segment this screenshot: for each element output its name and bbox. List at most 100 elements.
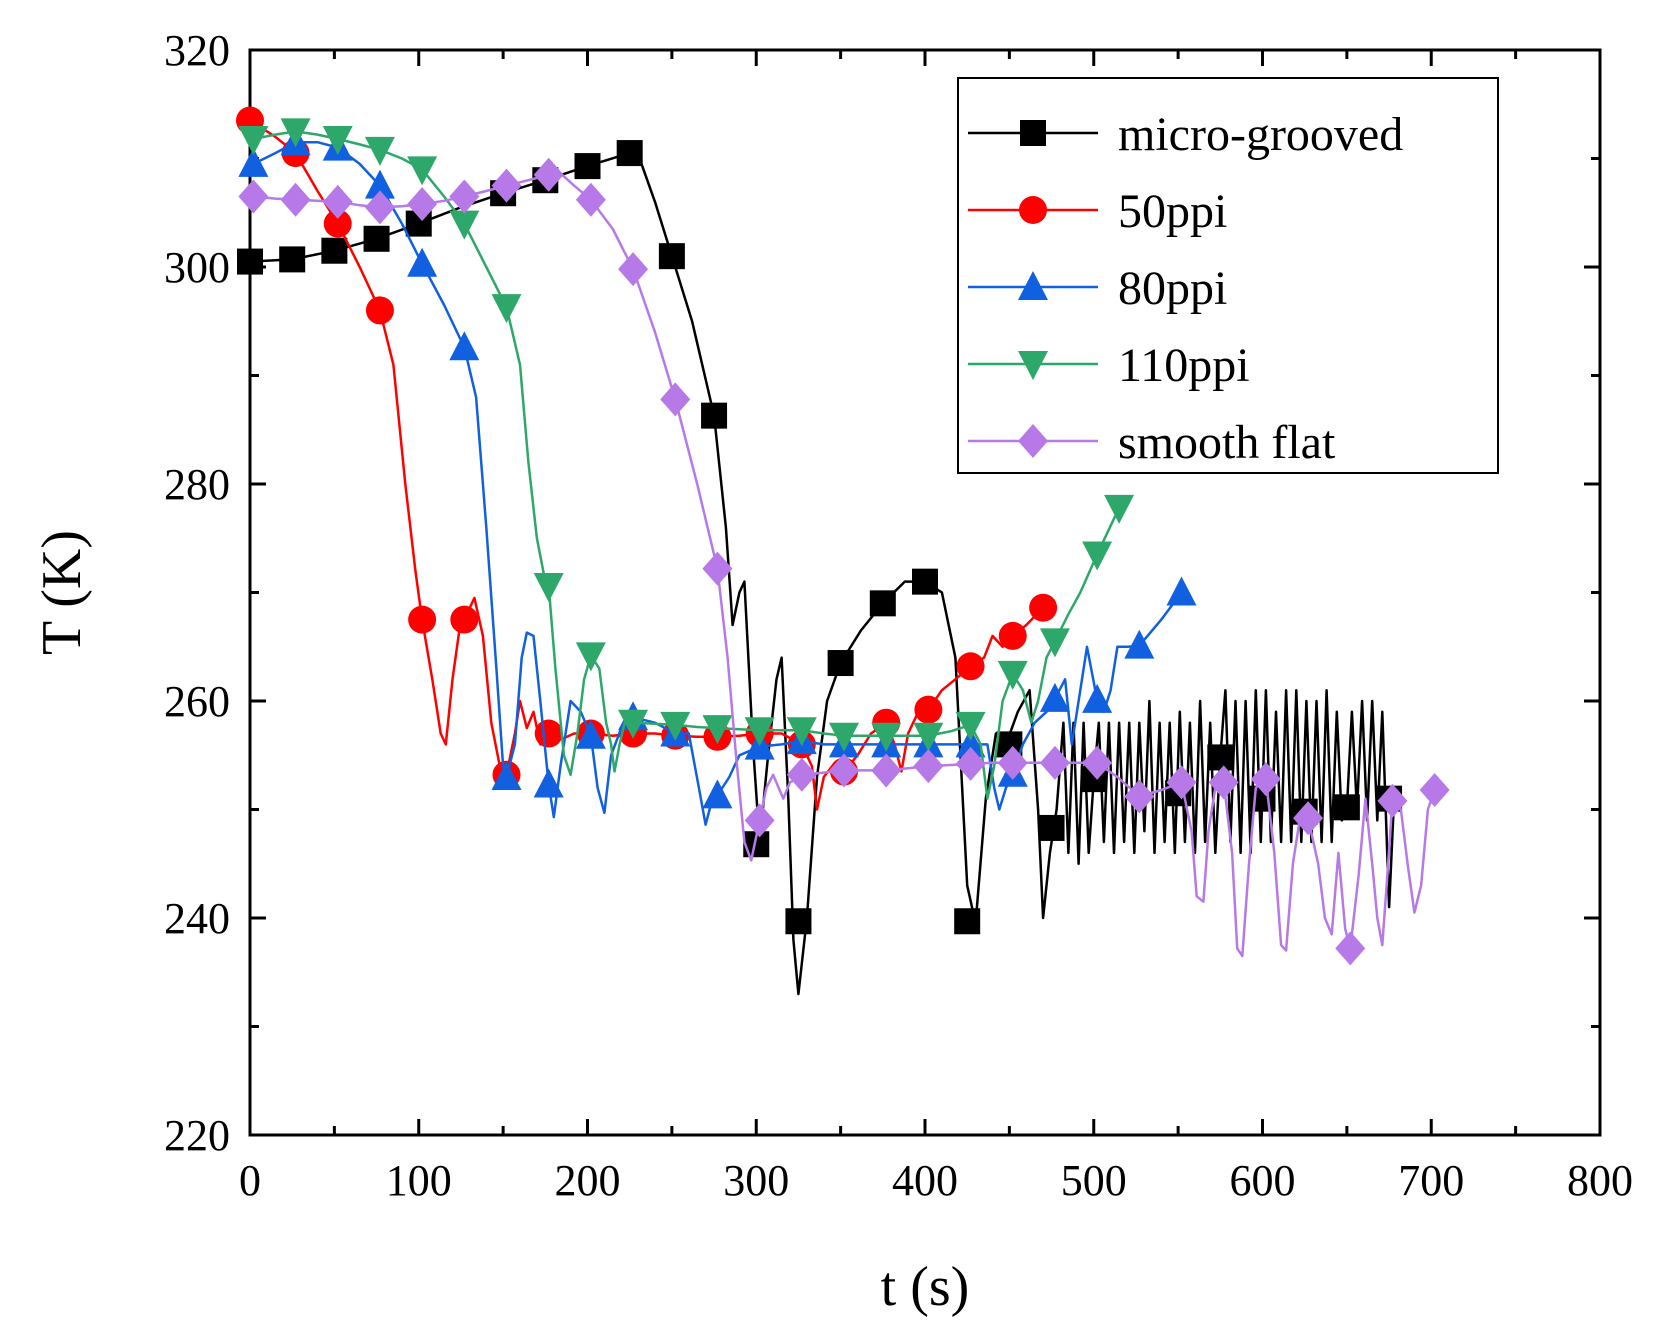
data-point-smooth-flat xyxy=(1335,931,1366,966)
y-tick-label: 260 xyxy=(164,677,230,726)
data-point-smooth-flat xyxy=(322,184,353,219)
data-point-110ppi xyxy=(1082,541,1113,571)
data-point-smooth-flat xyxy=(786,757,817,792)
data-point-80ppi xyxy=(407,247,438,277)
data-point-110ppi xyxy=(1039,628,1070,658)
x-tick-label: 300 xyxy=(723,1156,789,1205)
data-point-micro-grooved xyxy=(701,402,728,429)
x-axis: 0 100 200 300 400 500 600 700 800 xyxy=(239,50,1633,1205)
data-point-smooth-flat xyxy=(997,745,1028,780)
data-point-micro-grooved xyxy=(785,908,812,935)
data-point-110ppi xyxy=(955,711,986,741)
data-point-110ppi xyxy=(702,715,733,745)
data-point-80ppi xyxy=(1082,683,1113,713)
data-point-micro-grooved xyxy=(363,225,390,252)
data-point-110ppi xyxy=(322,125,353,155)
data-point-80ppi xyxy=(364,169,395,199)
data-point-80ppi xyxy=(1039,682,1070,712)
legend-label-micro-grooved: micro-grooved xyxy=(1118,108,1403,161)
legend: micro-grooved 50ppi 80ppi 110ppi smooth flat xyxy=(957,77,1499,474)
x-tick-label: 200 xyxy=(555,1156,621,1205)
data-point-smooth-flat xyxy=(575,182,606,217)
data-point-smooth-flat xyxy=(1419,772,1450,807)
legend-box xyxy=(957,77,1499,474)
data-point-smooth-flat xyxy=(744,803,775,838)
data-point-110ppi xyxy=(786,717,817,747)
series-smooth-flat xyxy=(238,157,1450,966)
data-point-80ppi xyxy=(702,779,733,809)
x-axis-title: t (s) xyxy=(881,1256,970,1318)
series-110ppi xyxy=(238,118,1135,800)
data-point-50ppi xyxy=(1029,593,1058,622)
data-point-50ppi xyxy=(998,621,1027,650)
data-point-110ppi xyxy=(491,294,522,324)
x-tick-label: 400 xyxy=(892,1156,958,1205)
data-point-micro-grooved xyxy=(321,237,348,264)
y-tick-label: 320 xyxy=(164,26,230,75)
legend-marker-80ppi xyxy=(1018,271,1048,300)
legend-marker-50ppi xyxy=(1019,196,1047,224)
data-point-smooth-flat xyxy=(660,382,691,417)
data-point-micro-grooved xyxy=(827,650,854,677)
y-axis: 220 240 260 280 300 320 xyxy=(164,26,1600,1160)
x-tick-label: 800 xyxy=(1567,1156,1633,1205)
data-point-smooth-flat xyxy=(280,182,311,217)
data-point-50ppi xyxy=(956,652,985,681)
data-point-110ppi xyxy=(913,722,944,752)
legend-marker-110ppi xyxy=(1018,351,1048,380)
data-point-50ppi xyxy=(323,209,352,238)
series-50ppi xyxy=(236,106,1058,811)
data-point-110ppi xyxy=(280,118,311,148)
data-point-110ppi xyxy=(660,711,691,741)
data-point-80ppi xyxy=(575,719,606,749)
data-point-110ppi xyxy=(533,572,564,602)
legend-label-110ppi: 110ppi xyxy=(1118,339,1250,392)
data-point-micro-grooved xyxy=(616,140,643,167)
data-point-smooth-flat xyxy=(871,753,902,788)
legend-label-80ppi: 80ppi xyxy=(1118,262,1227,315)
data-point-80ppi xyxy=(1166,576,1197,606)
data-point-80ppi xyxy=(955,728,986,758)
data-point-110ppi xyxy=(238,125,269,155)
data-point-smooth-flat xyxy=(955,746,986,781)
x-tick-label: 100 xyxy=(386,1156,452,1205)
x-tick-label: 600 xyxy=(1230,1156,1296,1205)
data-point-smooth-flat xyxy=(1082,745,1113,780)
series-layer xyxy=(236,106,1450,996)
data-point-micro-grooved xyxy=(1038,814,1065,841)
x-tick-label: 700 xyxy=(1398,1156,1464,1205)
data-point-smooth-flat xyxy=(1166,765,1197,800)
data-point-micro-grooved xyxy=(1207,744,1234,771)
data-point-80ppi xyxy=(238,147,269,177)
data-point-80ppi xyxy=(533,768,564,798)
data-point-micro-grooved xyxy=(954,908,981,935)
data-point-micro-grooved xyxy=(1333,794,1360,821)
data-point-smooth-flat xyxy=(913,749,944,784)
x-tick-label: 500 xyxy=(1061,1156,1127,1205)
data-point-50ppi xyxy=(534,719,563,748)
data-point-110ppi xyxy=(871,722,902,752)
y-tick-label: 220 xyxy=(164,1111,230,1160)
data-point-micro-grooved xyxy=(574,153,601,180)
y-tick-label: 300 xyxy=(164,243,230,292)
data-point-smooth-flat xyxy=(238,179,269,214)
data-point-110ppi xyxy=(449,210,480,240)
data-point-micro-grooved xyxy=(912,568,938,595)
y-axis-title: T (K) xyxy=(31,530,93,655)
data-point-110ppi xyxy=(407,156,438,186)
data-point-micro-grooved xyxy=(237,248,263,275)
data-point-80ppi xyxy=(449,331,480,361)
data-point-50ppi xyxy=(365,296,394,325)
data-point-smooth-flat xyxy=(1039,745,1070,780)
data-point-110ppi xyxy=(829,722,859,752)
data-point-110ppi xyxy=(744,717,775,747)
data-point-50ppi xyxy=(450,605,479,634)
data-point-80ppi xyxy=(491,760,522,790)
data-point-smooth-flat xyxy=(1124,779,1155,814)
data-point-smooth-flat xyxy=(1293,801,1324,836)
data-point-smooth-flat xyxy=(407,187,438,222)
data-point-smooth-flat xyxy=(533,157,564,192)
data-point-smooth-flat xyxy=(829,753,859,788)
